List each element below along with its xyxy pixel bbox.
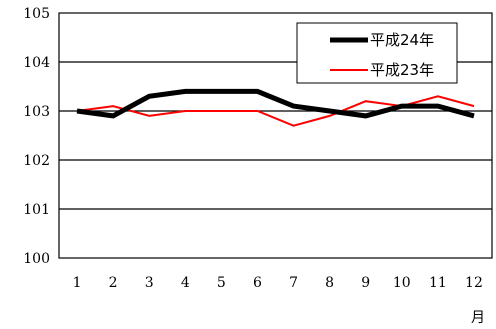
x-tick-label: 8: [325, 275, 334, 291]
legend-label: 平成23年: [370, 61, 434, 79]
x-tick-label: 6: [253, 275, 262, 291]
y-tick-label: 103: [23, 104, 50, 120]
y-tick-label: 100: [23, 251, 50, 267]
y-axis-tick-labels: 100 101 102 103 104 105: [23, 6, 50, 267]
x-tick-label: 10: [393, 275, 411, 291]
x-tick-label: 1: [73, 275, 82, 291]
legend-label: 平成24年: [370, 31, 434, 49]
x-tick-label: 4: [181, 275, 190, 291]
x-axis-label: 月: [471, 310, 485, 326]
x-tick-label: 11: [429, 275, 447, 291]
gridlines: [59, 61, 492, 210]
x-tick-label: 12: [465, 275, 483, 291]
x-tick-label: 7: [289, 275, 298, 291]
y-tick-label: 105: [23, 6, 50, 22]
series-line: [76, 88, 475, 119]
x-tick-label: 3: [145, 275, 154, 291]
x-tick-label: 2: [109, 275, 118, 291]
data-series: [76, 88, 475, 127]
x-tick-label: 5: [217, 275, 226, 291]
x-tick-label: 9: [361, 275, 370, 291]
legend-box: [296, 22, 458, 84]
y-tick-label: 102: [23, 153, 50, 169]
y-tick-label: 104: [23, 55, 50, 71]
x-axis-tick-labels: 1 2 3 4 5 6 7 8 9 10 11 12: [73, 275, 483, 291]
y-tick-label: 101: [23, 202, 50, 218]
plot-area-border: [58, 12, 493, 259]
